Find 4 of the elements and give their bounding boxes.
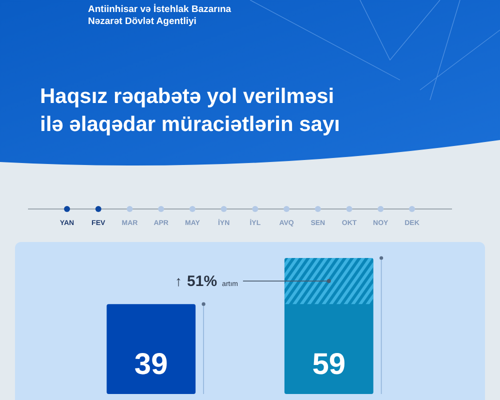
chart-subtitle: Antiinhisar və İstehlak Bazarına Nəzarət Dövlət Agentliyi <box>88 3 232 27</box>
chart-title: Haqsız rəqabətə yol verilməsi ilə əlaqədar müraciətlərin sayı <box>40 85 340 136</box>
data-label: 39 <box>134 348 168 381</box>
data-label: 59 <box>312 348 346 381</box>
